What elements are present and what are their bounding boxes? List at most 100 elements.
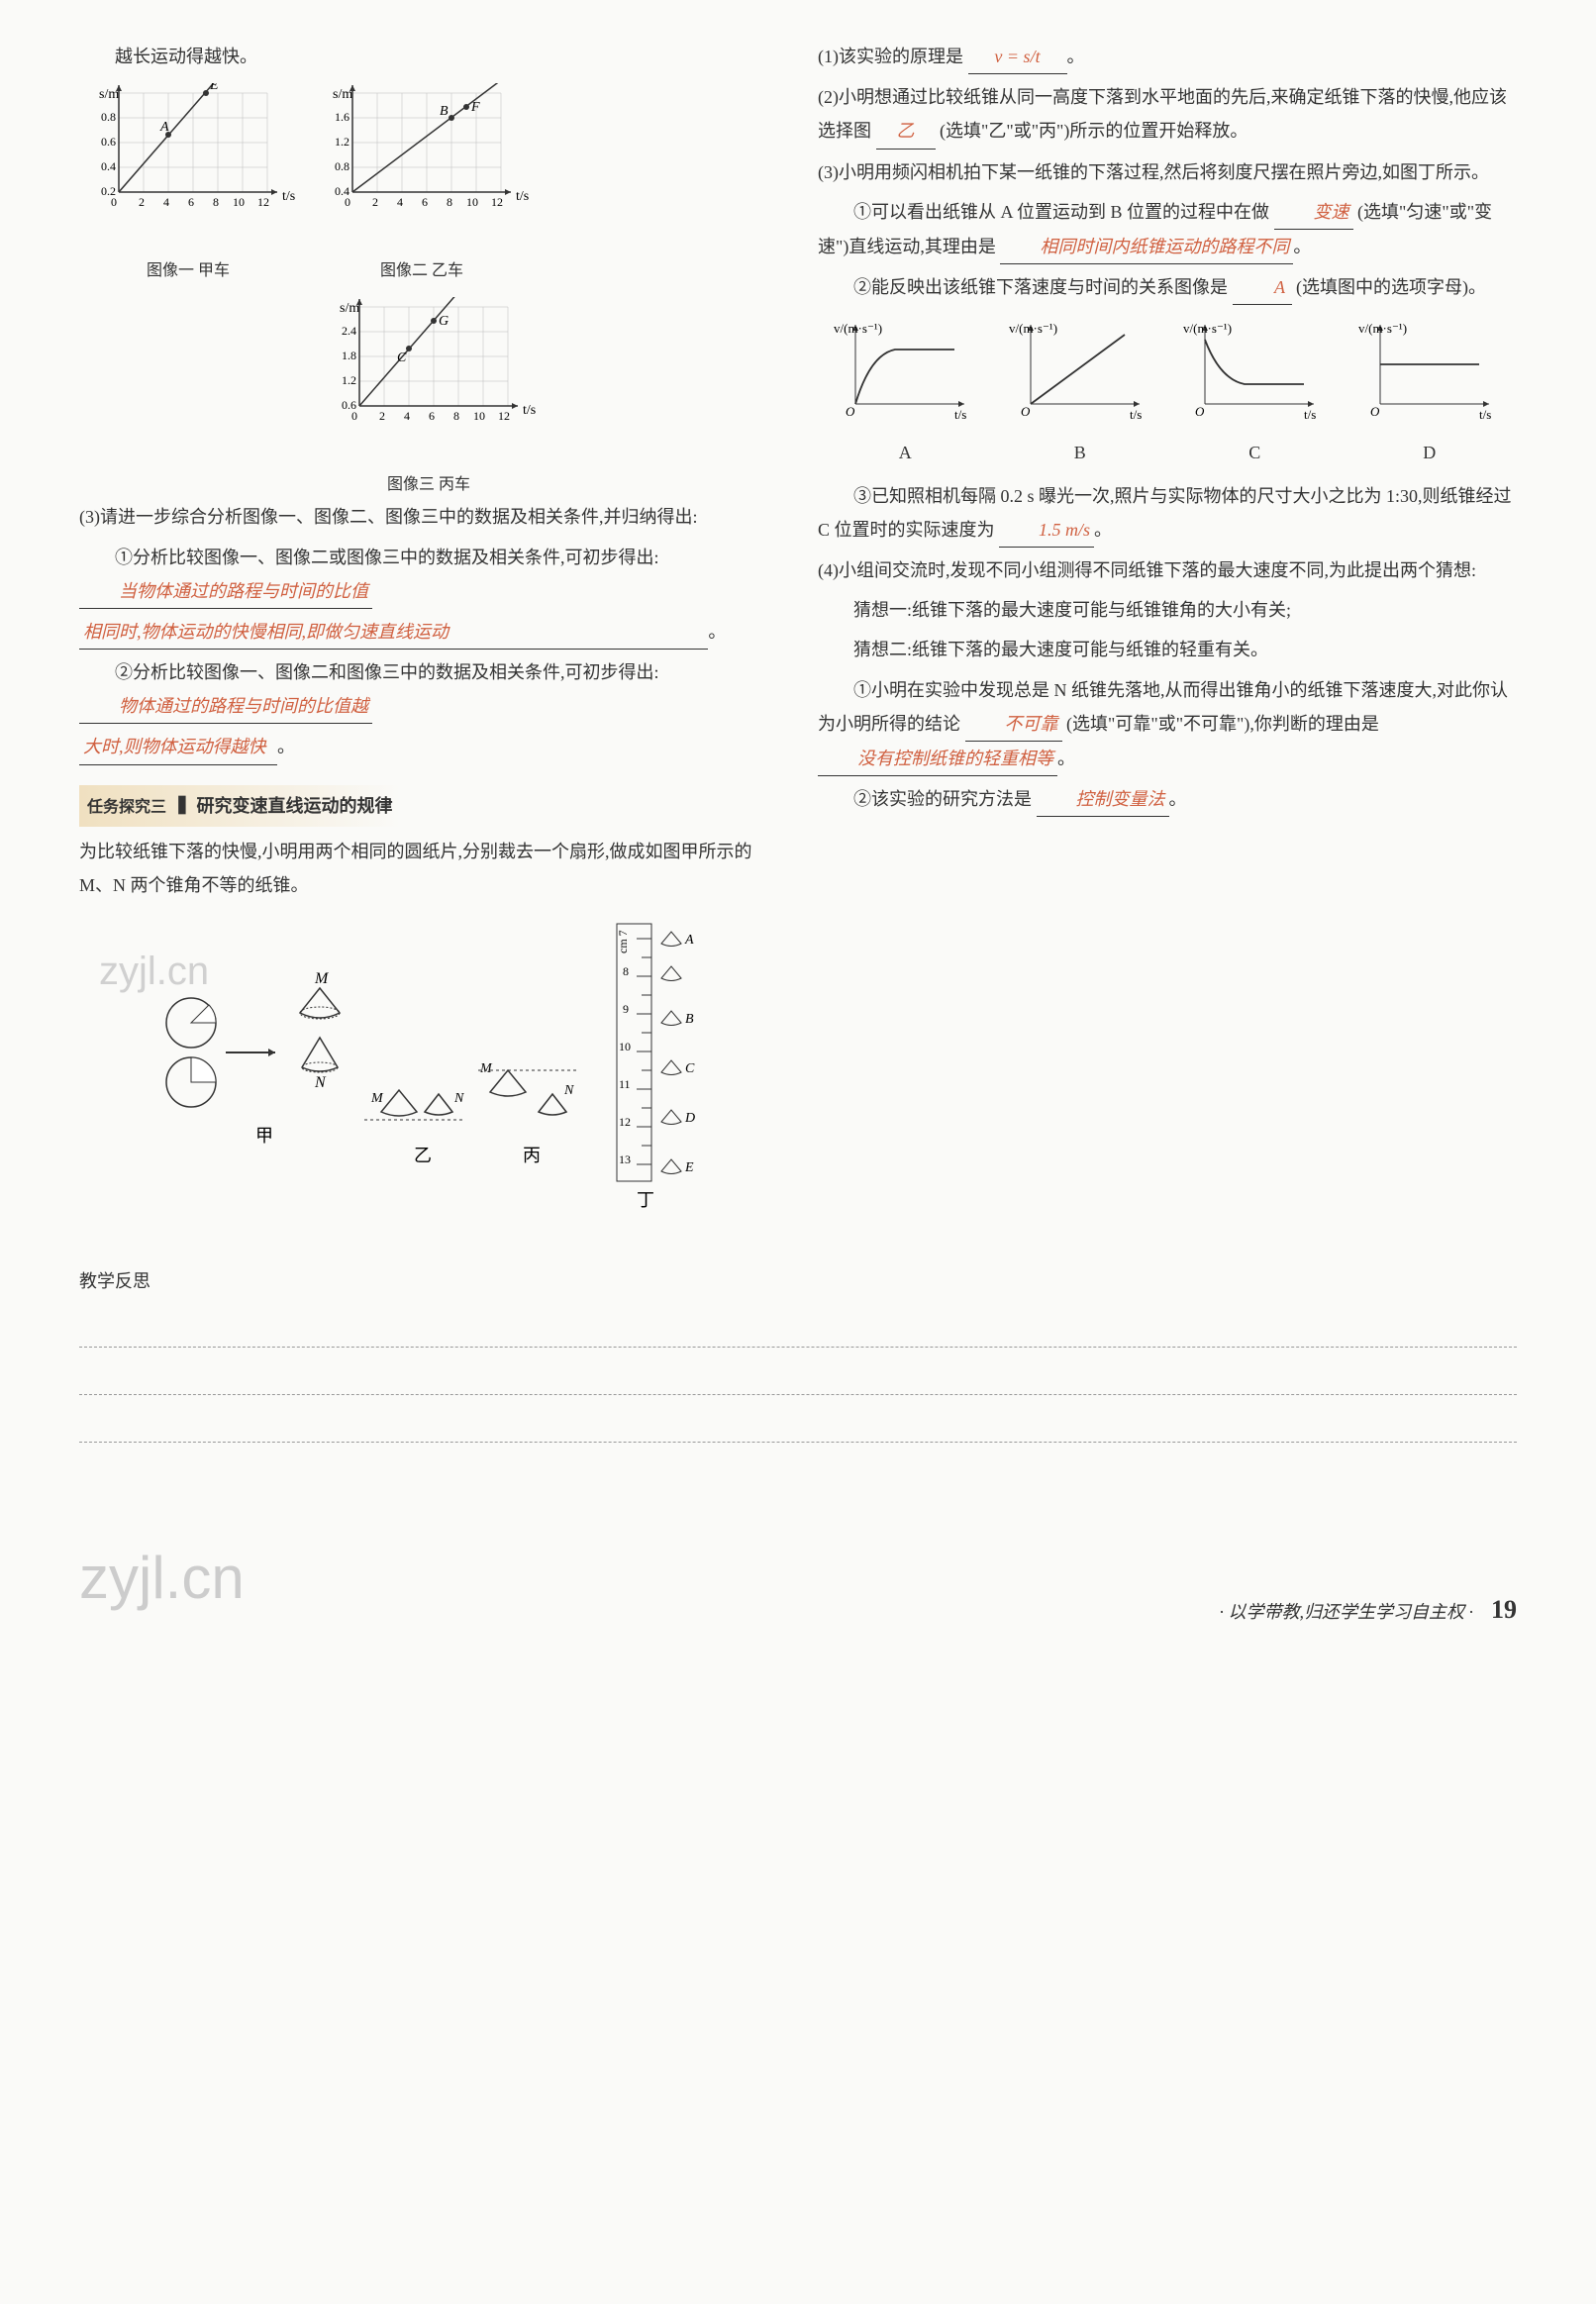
svg-text:丙: 丙 bbox=[523, 1146, 541, 1165]
g1-caption: 图像一 甲车 bbox=[79, 256, 297, 286]
q3c1a: ①可以看出纸锥从 A 位置运动到 B 位置的过程中在做 bbox=[853, 202, 1269, 222]
graphs-row1: s/m 0.8 bbox=[79, 83, 778, 287]
q4c2a: ②该实验的研究方法是 bbox=[853, 789, 1032, 809]
svg-text:4: 4 bbox=[397, 195, 403, 209]
svg-text:t/s: t/s bbox=[954, 407, 966, 422]
cone-svg: M N 甲 M N bbox=[132, 914, 726, 1211]
svg-text:8: 8 bbox=[213, 195, 219, 209]
option-graphs: v/(m·s⁻¹) O t/s A v/(m·s⁻¹) O t/s bbox=[818, 315, 1517, 468]
svg-text:0.6: 0.6 bbox=[101, 135, 116, 149]
svg-text:t/s: t/s bbox=[523, 403, 536, 418]
page-footer: zyjl.cn · 以学带教,归还学生学习自主权 · 19 bbox=[79, 1522, 1517, 1635]
svg-text:12: 12 bbox=[619, 1115, 631, 1129]
svg-text:N: N bbox=[314, 1074, 327, 1091]
svg-text:M: M bbox=[370, 1091, 384, 1106]
graph1-svg: s/m 0.8 bbox=[79, 83, 297, 242]
opt-A: v/(m·s⁻¹) O t/s A bbox=[831, 315, 979, 468]
q3-2-text: ②分析比较图像一、图像二和图像三中的数据及相关条件,可初步得出: bbox=[115, 662, 659, 682]
svg-text:C: C bbox=[685, 1061, 695, 1076]
footer-text: · 以学带教,归还学生学习自主权 · bbox=[1220, 1602, 1474, 1622]
opt-A-label: A bbox=[831, 436, 979, 469]
svg-text:E: E bbox=[684, 1160, 694, 1175]
svg-text:10: 10 bbox=[473, 409, 485, 423]
section-header: 任务探究三 ▍研究变速直线运动的规律 bbox=[79, 785, 401, 827]
q3-1-text: ①分析比较图像一、图像二或图像三中的数据及相关条件,可初步得出: bbox=[115, 548, 659, 567]
svg-text:v/(m·s⁻¹): v/(m·s⁻¹) bbox=[1009, 321, 1057, 336]
q3c3-ans: 1.5 m/s bbox=[999, 513, 1094, 548]
q3-1-ans-a: 当物体通过的路程与时间的比值 bbox=[79, 574, 372, 609]
graph-2: s/m 1.61.2 bbox=[313, 83, 531, 287]
q3c1-ans1: 变速 bbox=[1274, 195, 1353, 230]
q1: (1)该实验的原理是 v = s/t。 bbox=[818, 40, 1517, 74]
graph2-svg: s/m 1.61.2 bbox=[313, 83, 531, 242]
q3c2-ans: A bbox=[1233, 270, 1292, 305]
svg-text:12: 12 bbox=[257, 195, 269, 209]
svg-text:O: O bbox=[1195, 404, 1205, 419]
q4c2-ans: 控制变量法 bbox=[1037, 782, 1169, 817]
svg-text:1.8: 1.8 bbox=[342, 349, 356, 362]
svg-text:B: B bbox=[685, 1012, 694, 1027]
page-content: 越长运动得越快。 s/m bbox=[79, 40, 1517, 1235]
svg-text:1.2: 1.2 bbox=[342, 373, 356, 387]
q3-1-line2: 相同时,物体运动的快慢相同,即做匀速直线运动。 bbox=[79, 615, 778, 650]
page-number: 19 bbox=[1491, 1595, 1517, 1624]
q3-1: ①分析比较图像一、图像二或图像三中的数据及相关条件,可初步得出: 当物体通过的路… bbox=[79, 541, 778, 609]
q1-ans: v = s/t bbox=[968, 40, 1067, 74]
reflection-line-2 bbox=[79, 1355, 1517, 1395]
reflection-line-1 bbox=[79, 1308, 1517, 1348]
q1-text: (1)该实验的原理是 bbox=[818, 47, 963, 66]
q3-intro: (3)请进一步综合分析图像一、图像二、图像三中的数据及相关条件,并归纳得出: bbox=[79, 500, 778, 534]
graph-3: s/m 2.4 1.8 bbox=[320, 297, 538, 501]
reflection-title: 教学反思 bbox=[79, 1264, 1517, 1298]
svg-text:4: 4 bbox=[163, 195, 169, 209]
svg-text:t/s: t/s bbox=[282, 189, 295, 204]
svg-text:G: G bbox=[439, 314, 449, 329]
svg-text:6: 6 bbox=[422, 195, 428, 209]
svg-text:1.2: 1.2 bbox=[335, 135, 349, 149]
q3c1-ans2: 相同时间内纸锥运动的路程不同 bbox=[1000, 230, 1293, 264]
svg-text:乙: 乙 bbox=[414, 1146, 432, 1165]
svg-text:10: 10 bbox=[466, 195, 478, 209]
svg-text:E: E bbox=[209, 83, 219, 93]
svg-text:s/m: s/m bbox=[340, 301, 359, 316]
svg-text:M: M bbox=[314, 970, 330, 987]
svg-text:8: 8 bbox=[623, 964, 629, 978]
svg-text:4: 4 bbox=[404, 409, 410, 423]
q3c2a: ②能反映出该纸锥下落速度与时间的关系图像是 bbox=[853, 277, 1228, 297]
svg-text:2.4: 2.4 bbox=[342, 324, 356, 338]
svg-text:8: 8 bbox=[453, 409, 459, 423]
top-text: 越长运动得越快。 bbox=[79, 40, 778, 73]
svg-text:B: B bbox=[440, 104, 449, 119]
q3-text: (3)小明用频闪相机拍下某一纸锥的下落过程,然后将刻度尺摆在照片旁边,如图丁所示… bbox=[818, 155, 1517, 189]
reflection-block: 教学反思 bbox=[79, 1264, 1517, 1443]
q3-2-ans-b: 大时,则物体运动得越快 bbox=[79, 730, 277, 764]
svg-text:N: N bbox=[563, 1083, 574, 1098]
svg-text:12: 12 bbox=[491, 195, 503, 209]
svg-text:A: A bbox=[159, 120, 169, 135]
svg-text:丁: 丁 bbox=[637, 1190, 654, 1210]
q3c2: ②能反映出该纸锥下落速度与时间的关系图像是 A (选填图中的选项字母)。 bbox=[818, 270, 1517, 305]
svg-text:2: 2 bbox=[139, 195, 145, 209]
svg-text:1.6: 1.6 bbox=[335, 110, 349, 124]
svg-text:13: 13 bbox=[619, 1152, 631, 1166]
svg-text:t/s: t/s bbox=[1304, 407, 1316, 422]
footer-right: · 以学带教,归还学生学习自主权 · 19 bbox=[1220, 1585, 1518, 1634]
svg-text:0: 0 bbox=[351, 409, 357, 423]
svg-text:11: 11 bbox=[619, 1077, 631, 1091]
svg-text:N: N bbox=[453, 1091, 464, 1106]
q4c1b: (选填"可靠"或"不可靠"),你判断的理由是 bbox=[1066, 714, 1379, 734]
svg-text:t/s: t/s bbox=[516, 189, 529, 204]
svg-text:v/(m·s⁻¹): v/(m·s⁻¹) bbox=[1183, 321, 1232, 336]
svg-text:0.8: 0.8 bbox=[101, 110, 116, 124]
cone-figure: zyjl.cn M bbox=[79, 914, 778, 1222]
svg-text:t/s: t/s bbox=[1130, 407, 1142, 422]
svg-text:12: 12 bbox=[498, 409, 510, 423]
svg-text:D: D bbox=[684, 1111, 695, 1126]
svg-text:F: F bbox=[470, 100, 480, 115]
q3c1: ①可以看出纸锥从 A 位置运动到 B 位置的过程中在做 变速 (选填"匀速"或"… bbox=[818, 195, 1517, 264]
svg-text:2: 2 bbox=[379, 409, 385, 423]
opt-C: v/(m·s⁻¹) O t/s C bbox=[1180, 315, 1329, 468]
q3-1-ans-b: 相同时,物体运动的快慢相同,即做匀速直线运动 bbox=[79, 615, 708, 650]
g3-caption: 图像三 丙车 bbox=[320, 470, 538, 500]
section-title: 研究变速直线运动的规律 bbox=[197, 796, 393, 816]
